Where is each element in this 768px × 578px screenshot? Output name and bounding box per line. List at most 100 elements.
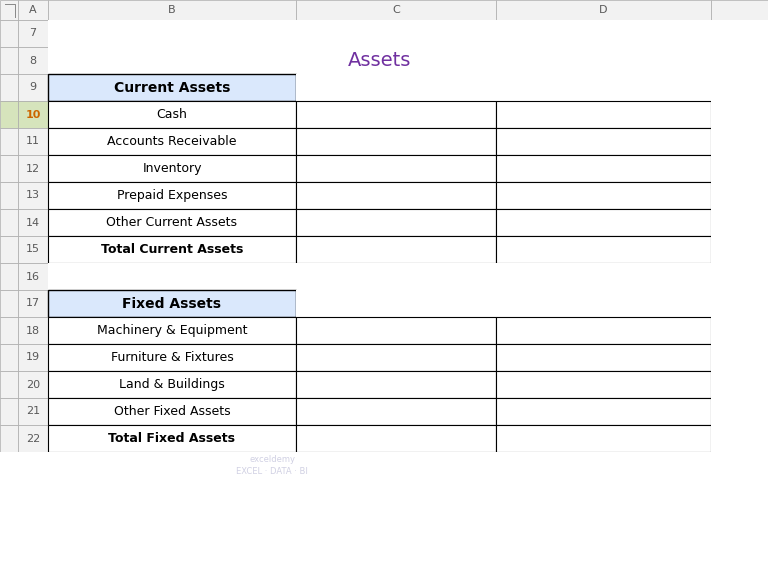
- Text: 13: 13: [26, 191, 40, 201]
- Text: Other Current Assets: Other Current Assets: [107, 216, 237, 229]
- Bar: [496, 128, 711, 155]
- Bar: [496, 344, 711, 371]
- Bar: [496, 101, 711, 128]
- Text: 10: 10: [25, 109, 41, 120]
- Text: Current Assets: Current Assets: [114, 80, 230, 94]
- Bar: [0, 182, 18, 209]
- Bar: [48, 155, 296, 182]
- Text: Furniture & Fixtures: Furniture & Fixtures: [111, 351, 233, 364]
- Bar: [0, 452, 768, 578]
- Bar: [18, 182, 48, 209]
- Bar: [48, 209, 296, 236]
- Bar: [296, 371, 496, 398]
- Text: Total Current Assets: Total Current Assets: [101, 243, 243, 256]
- Bar: [296, 128, 496, 155]
- Text: 8: 8: [29, 55, 37, 65]
- Bar: [296, 290, 711, 317]
- Bar: [48, 74, 296, 101]
- Bar: [711, 0, 768, 20]
- Text: 12: 12: [26, 164, 40, 173]
- Text: Total Fixed Assets: Total Fixed Assets: [108, 432, 236, 445]
- Bar: [496, 425, 711, 452]
- Text: A: A: [29, 5, 37, 15]
- Bar: [296, 344, 496, 371]
- Text: Machinery & Equipment: Machinery & Equipment: [97, 324, 247, 337]
- Bar: [0, 47, 18, 74]
- Bar: [18, 155, 48, 182]
- Bar: [296, 425, 496, 452]
- Bar: [296, 317, 496, 344]
- Text: B: B: [168, 5, 176, 15]
- Text: 20: 20: [26, 380, 40, 390]
- Text: 7: 7: [29, 28, 37, 39]
- Bar: [48, 371, 296, 398]
- Bar: [48, 47, 711, 74]
- Text: 21: 21: [26, 406, 40, 417]
- Bar: [496, 155, 711, 182]
- Bar: [18, 128, 48, 155]
- Text: Fixed Assets: Fixed Assets: [123, 297, 221, 310]
- Text: 11: 11: [26, 136, 40, 146]
- Bar: [296, 155, 496, 182]
- Bar: [18, 398, 48, 425]
- Bar: [48, 0, 296, 20]
- Bar: [496, 371, 711, 398]
- Bar: [296, 74, 711, 101]
- Bar: [496, 0, 711, 20]
- Bar: [18, 236, 48, 263]
- Bar: [0, 398, 18, 425]
- Bar: [296, 0, 496, 20]
- Bar: [496, 236, 711, 263]
- Bar: [0, 20, 18, 47]
- Bar: [711, 20, 768, 578]
- Bar: [48, 425, 296, 452]
- Bar: [0, 425, 18, 452]
- Text: 9: 9: [29, 83, 37, 92]
- Bar: [18, 344, 48, 371]
- Bar: [296, 182, 496, 209]
- Bar: [48, 182, 296, 209]
- Bar: [18, 263, 48, 290]
- Bar: [296, 209, 496, 236]
- Bar: [0, 290, 18, 317]
- Bar: [18, 0, 48, 20]
- Bar: [0, 101, 18, 128]
- Bar: [296, 398, 496, 425]
- Text: D: D: [599, 5, 607, 15]
- Bar: [48, 128, 296, 155]
- Bar: [0, 74, 18, 101]
- Bar: [18, 425, 48, 452]
- Bar: [18, 20, 48, 47]
- Bar: [296, 101, 496, 128]
- Bar: [18, 74, 48, 101]
- Bar: [18, 47, 48, 74]
- Bar: [0, 128, 18, 155]
- Text: C: C: [392, 5, 400, 15]
- Bar: [48, 317, 296, 344]
- Bar: [48, 398, 296, 425]
- Bar: [18, 290, 48, 317]
- Text: Assets: Assets: [348, 51, 411, 70]
- Bar: [0, 317, 18, 344]
- Bar: [48, 20, 711, 47]
- Text: 15: 15: [26, 244, 40, 254]
- Text: 14: 14: [26, 217, 40, 228]
- Bar: [0, 371, 18, 398]
- Bar: [48, 263, 711, 290]
- Bar: [18, 101, 48, 128]
- Text: Accounts Receivable: Accounts Receivable: [108, 135, 237, 148]
- Bar: [496, 182, 711, 209]
- Bar: [0, 209, 18, 236]
- Text: 18: 18: [26, 325, 40, 335]
- Text: 19: 19: [26, 353, 40, 362]
- Bar: [48, 290, 296, 317]
- Bar: [0, 155, 18, 182]
- Text: exceldemy
EXCEL · DATA · BI: exceldemy EXCEL · DATA · BI: [236, 455, 308, 476]
- Text: Cash: Cash: [157, 108, 187, 121]
- Text: Land & Buildings: Land & Buildings: [119, 378, 225, 391]
- Bar: [18, 209, 48, 236]
- Bar: [496, 317, 711, 344]
- Bar: [496, 398, 711, 425]
- Text: Other Fixed Assets: Other Fixed Assets: [114, 405, 230, 418]
- Text: Prepaid Expenses: Prepaid Expenses: [117, 189, 227, 202]
